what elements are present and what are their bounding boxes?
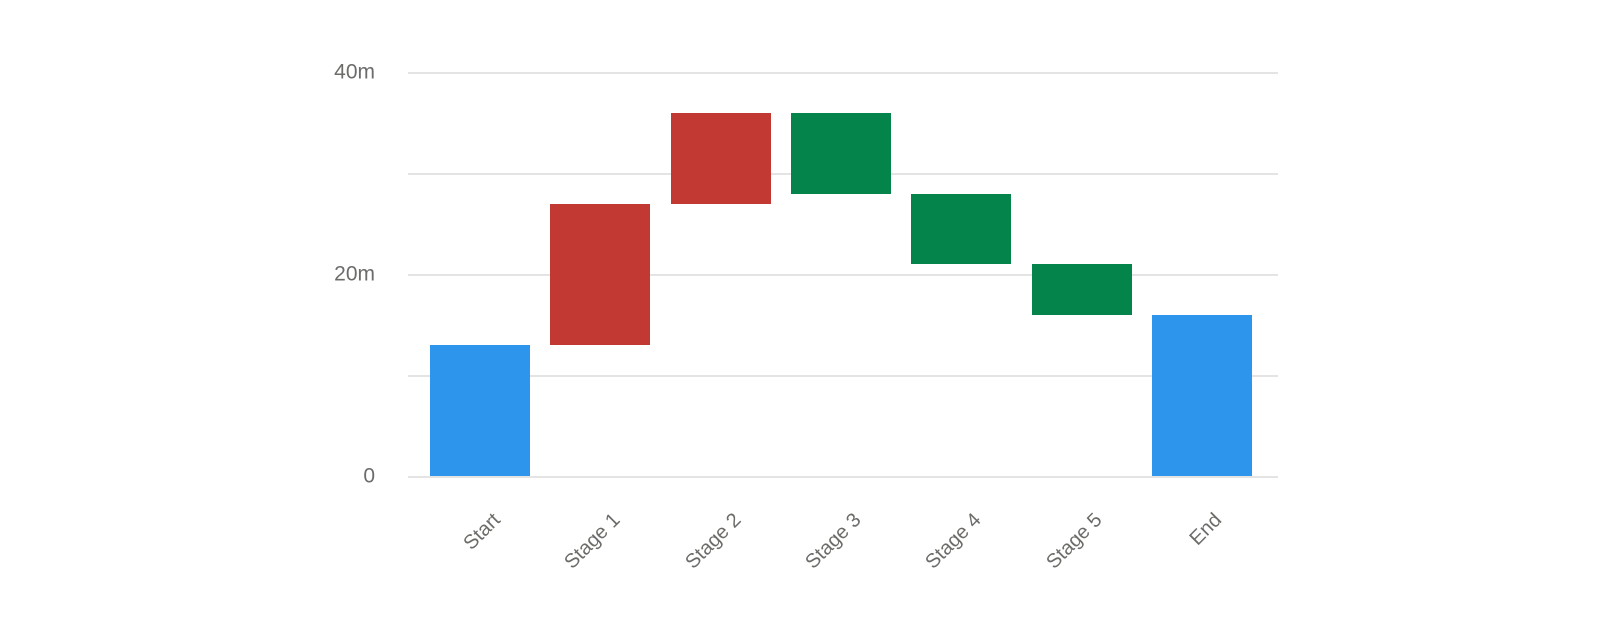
y-tick-label-40m: 40m: [334, 60, 375, 84]
waterfall-bar-end[interactable]: [1151, 314, 1252, 477]
waterfall-bar-stage-2[interactable]: [670, 112, 771, 204]
waterfall-bar-stage-5[interactable]: [1031, 264, 1132, 315]
gridline-40: [408, 71, 1278, 74]
y-tick-label-0: 0: [363, 464, 375, 488]
waterfall-bar-stage-4[interactable]: [911, 193, 1012, 265]
x-tick-label-end: End: [1185, 509, 1227, 550]
waterfall-bar-stage-1[interactable]: [550, 203, 651, 346]
gridline-0: [408, 475, 1278, 478]
waterfall-bar-stage-3[interactable]: [790, 112, 891, 194]
gridline-10: [408, 374, 1278, 377]
x-tick-label-stage-5: Stage 5: [1041, 509, 1107, 574]
y-tick-label-20m: 20m: [334, 262, 375, 286]
x-tick-label-stage-2: Stage 2: [680, 509, 746, 574]
waterfall-bar-start[interactable]: [430, 345, 530, 477]
x-tick-label-start: Start: [459, 509, 505, 555]
x-tick-label-stage-1: Stage 1: [560, 509, 625, 574]
gridline-20: [408, 273, 1278, 276]
x-tick-label-stage-4: Stage 4: [921, 509, 986, 574]
x-tick-label-stage-3: Stage 3: [801, 509, 866, 574]
